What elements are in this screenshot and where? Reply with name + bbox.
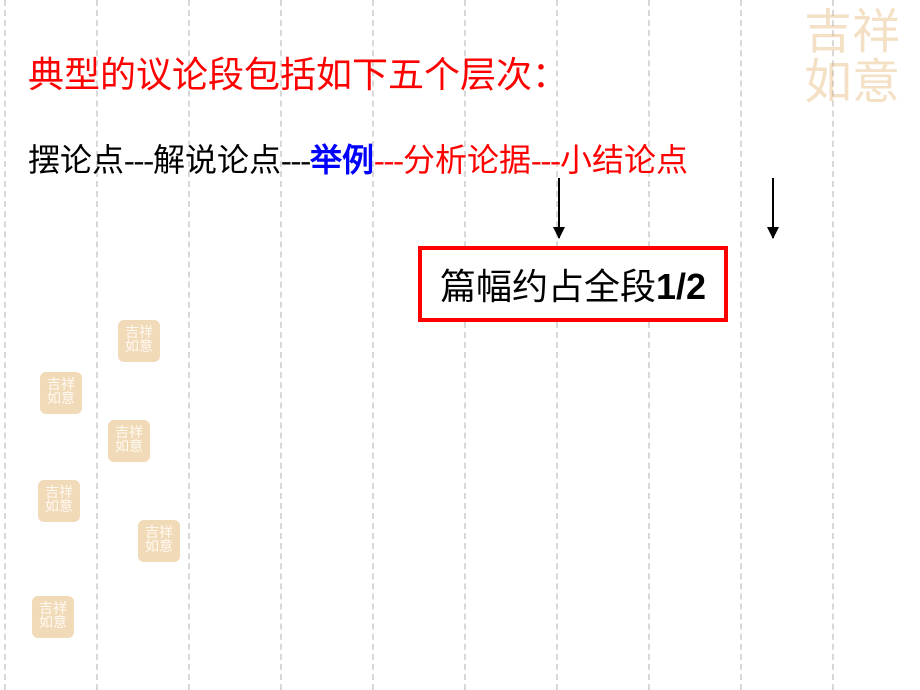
seal-decoration-small: 吉祥 如意 [32, 596, 74, 638]
flow-seg-2: 解说论点 [153, 142, 281, 178]
flow-sep-2: --- [281, 142, 310, 178]
seal-decoration-small: 吉祥 如意 [38, 480, 80, 522]
grid-lines [0, 0, 920, 690]
flow-sep-4: --- [531, 142, 560, 178]
flow-sep-3: --- [374, 142, 403, 178]
flow-seg-1: 摆论点 [28, 142, 124, 178]
seal-decoration-small: 吉祥 如意 [40, 372, 82, 414]
seal-decoration-small: 吉祥 如意 [118, 320, 160, 362]
flow-sep-1: --- [124, 142, 153, 178]
flow-seg-4: 分析论据 [403, 142, 531, 178]
flow-seg-5: 小结论点 [560, 142, 688, 178]
flow-seg-3: 举例 [310, 142, 374, 178]
down-arrow [772, 178, 774, 238]
seal-decoration-small: 吉祥 如意 [108, 420, 150, 462]
slide-title: 典型的议论段包括如下五个层次： [28, 46, 568, 98]
seal-decoration-big: 吉祥 如意 [804, 8, 900, 109]
down-arrow [558, 178, 560, 238]
box-text-prefix: 篇幅约占全段 [440, 267, 656, 307]
flow-line: 摆论点---解说论点---举例---分析论据---小结论点 [28, 135, 688, 181]
box-ratio: 1/2 [656, 266, 706, 307]
proportion-box: 篇幅约占全段1/2 [418, 246, 728, 322]
seal-decoration-small: 吉祥 如意 [138, 520, 180, 562]
